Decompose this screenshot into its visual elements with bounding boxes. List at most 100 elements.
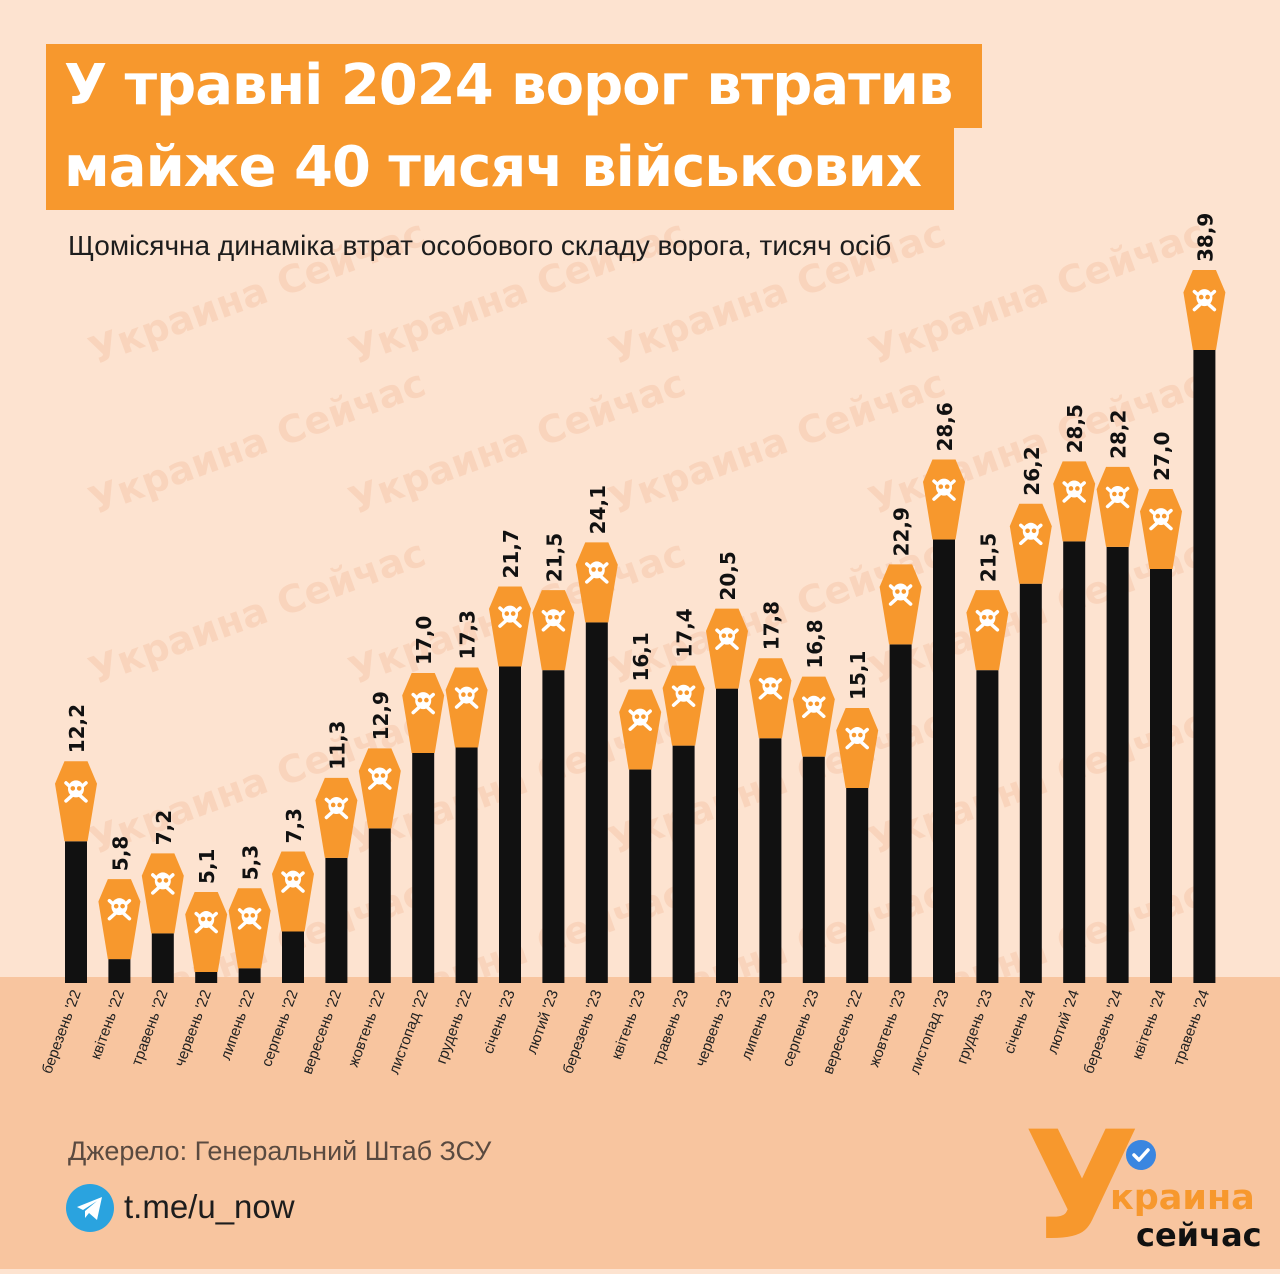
category-label: червень '23 [692, 988, 735, 1069]
logo-text-bottom: сейчас [1136, 1216, 1262, 1254]
bar [499, 666, 521, 983]
bar [759, 738, 782, 983]
category-label: червень '22 [171, 988, 214, 1069]
data-label: 7,3 [282, 808, 306, 843]
coffin-marker [1096, 466, 1139, 547]
bar [65, 841, 87, 983]
skull-crossbones-icon [975, 609, 1000, 632]
category-label: жовтень '23 [866, 988, 910, 1070]
skull-crossbones-icon [194, 911, 218, 934]
category-label: грудень '23 [954, 988, 997, 1067]
bar [368, 828, 391, 983]
category-label: жовтень '22 [345, 988, 389, 1070]
category-label: листопад '22 [386, 988, 432, 1077]
coffin-marker [532, 590, 575, 671]
coffin-marker [575, 542, 618, 623]
bar [1150, 568, 1172, 983]
skull-crossbones-icon [628, 708, 652, 731]
coffin-marker [1009, 503, 1052, 584]
bar [889, 644, 912, 983]
coffin-marker [489, 586, 531, 667]
data-label: 5,8 [108, 836, 132, 871]
data-label: 26,2 [1020, 446, 1044, 495]
skull-crossbones-icon [1105, 485, 1130, 509]
coffin-marker [315, 777, 358, 858]
bar [976, 670, 999, 983]
data-label: 16,8 [803, 619, 827, 668]
coffin-marker [1140, 488, 1182, 569]
coffin-marker [141, 853, 184, 934]
telegram-link[interactable]: t.me/u_now [124, 1188, 295, 1225]
skull-crossbones-icon [932, 478, 956, 501]
data-label: 11,3 [325, 721, 349, 770]
data-label: 38,9 [1193, 213, 1217, 262]
bar [282, 931, 304, 983]
bar [585, 622, 608, 983]
bar [672, 745, 695, 983]
coffin-marker [706, 608, 748, 689]
data-label: 21,5 [976, 533, 1000, 582]
data-label: 5,3 [239, 845, 263, 880]
bar [108, 959, 131, 983]
skull-crossbones-icon [64, 780, 88, 803]
skull-crossbones-icon [1062, 480, 1086, 503]
title-box-2 [46, 128, 954, 210]
coffin-marker [445, 667, 488, 748]
category-label: лютий '24 [1044, 988, 1083, 1057]
data-label: 20,5 [716, 551, 740, 600]
coffin-marker [879, 564, 922, 645]
logo-letter: У [1024, 1100, 1140, 1274]
data-label: 21,7 [499, 529, 523, 578]
category-label: травень '22 [128, 988, 171, 1069]
category-label: січень '24 [1001, 988, 1040, 1057]
bar [412, 752, 435, 983]
bar [151, 933, 174, 983]
coffin-marker [402, 672, 445, 753]
data-label: 24,1 [586, 485, 610, 534]
data-label: 17,0 [412, 616, 436, 665]
category-label: січень '23 [480, 988, 519, 1057]
data-label: 22,9 [890, 507, 914, 556]
category-label: грудень '22 [433, 988, 476, 1067]
logo-text-top: краина [1110, 1178, 1255, 1218]
data-label: 16,1 [629, 632, 653, 681]
category-label: вересень '22 [299, 988, 345, 1077]
category-label: серпень '22 [258, 988, 301, 1069]
bar [325, 857, 348, 983]
coffin-marker [55, 761, 97, 842]
coffin-marker [749, 658, 792, 739]
title-line-2: майже 40 тисяч військових [64, 135, 922, 200]
skull-crossbones-icon [368, 767, 392, 790]
bar [933, 539, 955, 983]
coffin-marker [662, 665, 705, 746]
bar [195, 971, 218, 983]
data-label: 17,4 [673, 608, 697, 657]
category-label: липень '23 [738, 988, 779, 1063]
category-label: квітень '23 [608, 988, 649, 1062]
skull-crossbones-icon [888, 583, 913, 606]
bar [716, 688, 738, 983]
skull-crossbones-icon [281, 870, 305, 893]
skull-crossbones-icon [671, 684, 696, 707]
data-label: 21,5 [542, 533, 566, 582]
data-label: 5,1 [195, 849, 219, 884]
skull-crossbones-icon [411, 692, 435, 715]
bar [802, 756, 825, 983]
skull-crossbones-icon [715, 627, 739, 650]
coffin-marker [923, 459, 965, 540]
data-label: 17,3 [456, 610, 480, 659]
telegram-icon[interactable] [66, 1184, 114, 1232]
data-label: 15,1 [846, 651, 870, 700]
category-label: березень '23 [559, 988, 605, 1077]
skull-crossbones-icon [454, 686, 479, 709]
category-label: травень '23 [649, 988, 692, 1069]
coffin-marker [966, 590, 1009, 671]
skull-crossbones-icon [802, 695, 826, 719]
axis-band [0, 977, 1280, 1269]
skull-crossbones-icon [237, 907, 262, 930]
coffin-marker [1183, 270, 1226, 350]
bar [1193, 350, 1216, 983]
category-label: липень '22 [217, 988, 258, 1063]
bar [542, 670, 565, 983]
